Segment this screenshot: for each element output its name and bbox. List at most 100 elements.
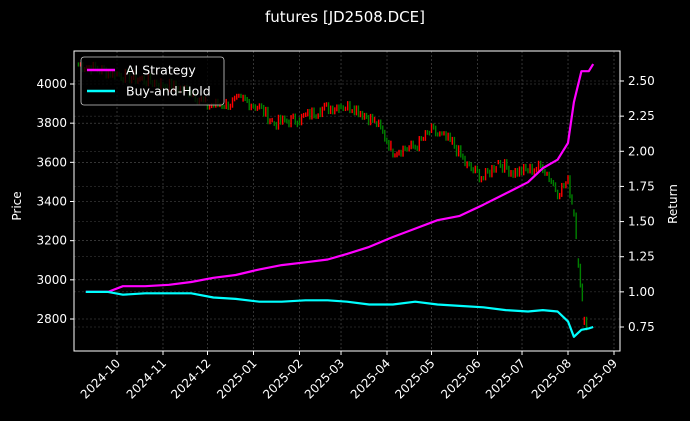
x-axis: 2024-10 2024-11 2024-12 2025-01 2025-022025-… <box>78 351 620 402</box>
candle <box>290 115 292 128</box>
candle <box>355 105 358 116</box>
candle <box>565 181 567 189</box>
candle <box>531 163 533 175</box>
y-tick-label-right: 0.75 <box>628 320 655 334</box>
candle <box>390 140 392 151</box>
candle <box>398 149 400 156</box>
candle <box>585 316 588 331</box>
candle <box>486 167 489 174</box>
candle <box>464 155 466 167</box>
candle <box>573 209 575 217</box>
candle <box>418 136 420 152</box>
candle <box>430 123 433 133</box>
candle <box>520 166 523 176</box>
candle <box>300 113 303 126</box>
candle <box>546 171 548 176</box>
candle <box>474 165 476 174</box>
candle <box>544 169 546 176</box>
candle <box>577 258 580 268</box>
candle <box>424 130 427 141</box>
candle <box>491 164 493 178</box>
candle <box>432 123 435 130</box>
candle <box>319 107 321 118</box>
candle <box>581 283 584 302</box>
candle <box>402 145 404 157</box>
candle <box>271 117 273 123</box>
candle <box>406 147 408 152</box>
x-tick-label: 2025-06 <box>438 356 483 401</box>
candle <box>332 105 334 115</box>
candle <box>240 93 242 98</box>
candle <box>404 145 406 152</box>
candle <box>325 102 328 107</box>
candle <box>346 101 349 111</box>
candle <box>400 149 402 157</box>
candle <box>334 107 336 115</box>
y-tick-label-right: 2.25 <box>628 109 655 123</box>
candle <box>225 98 227 110</box>
candle <box>392 148 394 158</box>
candle <box>412 140 414 149</box>
candle <box>567 175 569 184</box>
candle <box>439 131 441 137</box>
candle <box>336 104 338 112</box>
candle <box>556 189 559 200</box>
candle <box>375 121 378 128</box>
candle <box>363 112 366 120</box>
candle <box>478 168 481 183</box>
x-tick-label: 2025-09 <box>575 356 620 401</box>
x-tick-label: 2025-02 <box>260 356 305 401</box>
candle <box>493 164 495 173</box>
candle <box>246 96 248 103</box>
y-tick-label-left: 3600 <box>36 155 67 169</box>
candle <box>451 136 453 145</box>
candle <box>514 167 516 178</box>
candle <box>489 169 491 178</box>
candle <box>510 170 512 177</box>
candle <box>311 107 313 120</box>
candle <box>422 136 425 141</box>
candle <box>518 166 521 177</box>
x-tick-label: 2025-05 <box>392 356 437 401</box>
candle <box>367 115 370 126</box>
candle <box>434 125 437 137</box>
candle <box>482 176 485 181</box>
x-tick-label: 2025-08 <box>529 356 574 401</box>
legend-label: Buy-and-Hold <box>126 84 211 99</box>
candle <box>371 113 374 123</box>
candle <box>416 145 418 152</box>
candle <box>388 139 390 151</box>
chart-title: futures [JD2508.DCE] <box>265 8 425 26</box>
candle <box>470 162 472 172</box>
candle <box>516 167 519 177</box>
candle <box>357 105 360 118</box>
candle <box>317 113 319 119</box>
candle <box>265 106 267 117</box>
candle <box>359 110 362 118</box>
candle <box>279 114 282 125</box>
candle <box>497 160 499 165</box>
legend: AI Strategy Buy-and-Hold <box>80 56 225 106</box>
candle <box>294 113 296 125</box>
y-tick-label-right: 2.50 <box>628 74 655 88</box>
candle <box>499 160 502 168</box>
candle <box>563 182 565 189</box>
candle <box>437 132 439 137</box>
candle <box>309 108 311 120</box>
candle <box>408 145 410 152</box>
candle <box>420 136 423 141</box>
candle <box>447 132 449 141</box>
candle <box>529 163 531 174</box>
candle <box>353 105 356 116</box>
candle <box>575 212 577 240</box>
candle <box>449 132 451 142</box>
candle <box>349 101 351 114</box>
x-tick-label: 2025-03 <box>302 356 347 401</box>
candle <box>583 316 586 325</box>
candle <box>506 159 508 170</box>
candle <box>472 167 474 174</box>
candle <box>466 161 468 169</box>
x-tick-label: 2024-11 <box>124 356 169 401</box>
candle <box>221 103 223 109</box>
candle <box>329 105 332 115</box>
